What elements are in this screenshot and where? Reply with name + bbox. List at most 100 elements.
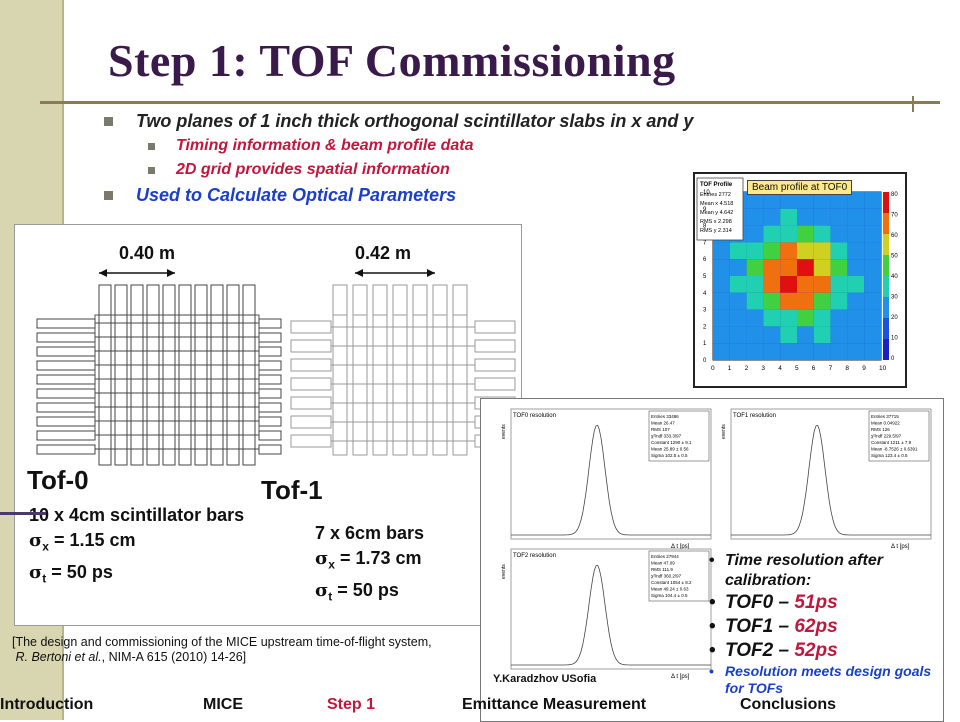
histogram-stat-line: Mean 0.04922 xyxy=(871,421,900,426)
heatmap-cell xyxy=(864,276,881,293)
heatmap-cell xyxy=(864,242,881,260)
beam-stats-title: TOF Profile xyxy=(700,182,733,188)
heatmap-cell xyxy=(847,192,865,209)
heatmap-cell xyxy=(797,242,814,260)
heatmap-cell xyxy=(797,326,814,344)
beam-stat-line: RMS x 2.298 xyxy=(700,219,732,225)
color-scale-tick: 20 xyxy=(891,315,898,321)
heatmap-cell xyxy=(813,225,831,243)
bullet-item: Two planes of 1 inch thick orthogonal sc… xyxy=(100,108,693,134)
histogram-stat-line: χ²/ndf 333.3/97 xyxy=(651,434,682,439)
heatmap-cell xyxy=(830,309,848,327)
histogram-y-label: events xyxy=(501,564,507,579)
tof0-horizontal-lightguide-right xyxy=(258,430,282,441)
tof1-vertical-lightguide xyxy=(372,284,388,316)
histogram-title: TOF1 resolution xyxy=(733,413,776,419)
bullet-text: Used to Calculate Optical Parameters xyxy=(136,185,457,205)
histogram-curve xyxy=(731,424,931,536)
histogram-title: TOF2 resolution xyxy=(513,553,556,559)
y-axis-tick: 5 xyxy=(703,274,707,280)
resolution-conclusion: • Resolution meets design goals for TOFs xyxy=(707,663,939,697)
histogram-curve xyxy=(511,424,711,536)
histogram-x-label: Δ t [ps] xyxy=(671,544,690,550)
sub-bullet-item: Timing information & beam profile data xyxy=(100,134,693,158)
heatmap-cell xyxy=(729,309,747,327)
sidebar-accent-line xyxy=(0,512,46,515)
tof0-horizontal-lightguide-left xyxy=(36,360,96,371)
tof0-horizontal-lightguide-right xyxy=(258,346,282,357)
histogram-stat-line: Mean 26.47 xyxy=(651,421,675,426)
heatmap-cell xyxy=(830,208,848,226)
bullet-square-icon xyxy=(104,191,113,200)
heatmap-cell xyxy=(830,225,848,243)
heatmap-cell xyxy=(763,192,781,209)
tof0-vertical-bar xyxy=(226,314,240,466)
heatmap-cell xyxy=(864,309,881,327)
beam-profile-heatmap: TOF Profile Entries 2772 Mean x 4.518 Mean… xyxy=(696,177,898,372)
heatmap-cell xyxy=(713,309,730,327)
tof0-drawing xyxy=(36,269,282,466)
tof0-horizontal-lightguide-left xyxy=(36,388,96,399)
heatmap-cell xyxy=(763,225,781,243)
tof1-sigma-x-value: = 1.73 cm xyxy=(339,548,422,568)
reference-line1: [The design and commissioning of the MIC… xyxy=(12,635,432,649)
bullet-square-icon xyxy=(148,143,155,150)
heatmap-cell xyxy=(713,276,730,293)
heatmap-cell xyxy=(864,192,881,209)
heatmap-cell xyxy=(713,343,730,360)
x-axis-tick: 6 xyxy=(812,365,816,372)
tof0-sigma-x-value: = 1.15 cm xyxy=(53,530,136,550)
tof0-horizontal-lightguide-left xyxy=(36,332,96,343)
tof0-sigma-x: σx = 1.15 cm xyxy=(29,530,136,554)
tof1-vertical-lightguide xyxy=(452,284,468,316)
color-scale-segment xyxy=(883,192,889,213)
heatmap-cell xyxy=(729,242,747,260)
tof2-resolution: • TOF2 – 52ps xyxy=(707,639,939,663)
heatmap-cell xyxy=(729,276,747,293)
heatmap-cell xyxy=(864,343,881,360)
histogram-stat-line: Constant 1054 ± 8.2 xyxy=(651,580,692,585)
histogram-x-label: Δ t [ps] xyxy=(671,674,690,680)
color-scale-tick: 40 xyxy=(891,274,898,280)
heatmap-cell xyxy=(830,242,848,260)
histogram-stat-line: Entries 37715 xyxy=(871,414,899,419)
color-scale-segment xyxy=(883,339,889,360)
tof0-vertical-bar xyxy=(210,314,224,466)
nav-emittance-measurement[interactable]: Emittance Measurement xyxy=(462,696,647,713)
nav-mice[interactable]: MICE xyxy=(203,696,243,713)
tof0-horizontal-lightguide-left xyxy=(36,444,96,455)
tof0-vertical-bar xyxy=(114,314,128,466)
heatmap-cell xyxy=(830,276,848,293)
histogram-y-label: events xyxy=(501,424,507,439)
tof0-resolution-label: TOF0 – xyxy=(725,592,795,613)
tof0-vertical-bar xyxy=(242,314,256,466)
nav-introduction[interactable]: Introduction xyxy=(0,696,94,713)
heatmap-cell xyxy=(847,259,865,276)
heatmap-cell xyxy=(713,326,730,344)
tof0-label: Tof-0 xyxy=(27,465,89,495)
histogram-stat-line: Sigma 104.4 ± 0.5 xyxy=(651,593,688,598)
nav-conclusions[interactable]: Conclusions xyxy=(740,696,837,713)
bullet-text: Timing information & beam profile data xyxy=(176,137,474,154)
x-axis-tick: 9 xyxy=(862,365,866,372)
beam-stat-line: RMS y 2.314 xyxy=(700,228,732,234)
tof1-horizontal-lightguide-left xyxy=(290,396,332,410)
heatmap-cell xyxy=(813,309,831,327)
heatmap-cell xyxy=(763,259,781,276)
heatmap-cell xyxy=(763,343,781,360)
tof1-vertical-bar xyxy=(452,314,468,456)
tof0-horizontal-lightguide-right xyxy=(258,374,282,385)
bullet-text: Two planes of 1 inch thick orthogonal sc… xyxy=(136,111,694,131)
heatmap-cell xyxy=(763,242,781,260)
nav-step1[interactable]: Step 1 xyxy=(327,696,376,713)
tof0-sigma-t-value: = 50 ps xyxy=(51,561,113,582)
heatmap-cell xyxy=(746,208,764,226)
tof1-bars-spec: 7 x 6cm bars xyxy=(315,523,425,543)
y-axis-tick: 2 xyxy=(703,324,707,330)
color-scale-segment xyxy=(883,213,889,234)
tof1-vertical-lightguide xyxy=(332,284,348,316)
heatmap-cell xyxy=(780,276,797,293)
heatmap-cell xyxy=(746,192,764,209)
reference-line2: R. Bertoni et al., NIM-A 615 (2010) 14-2… xyxy=(12,650,472,665)
tof1-vertical-bar xyxy=(412,314,428,456)
